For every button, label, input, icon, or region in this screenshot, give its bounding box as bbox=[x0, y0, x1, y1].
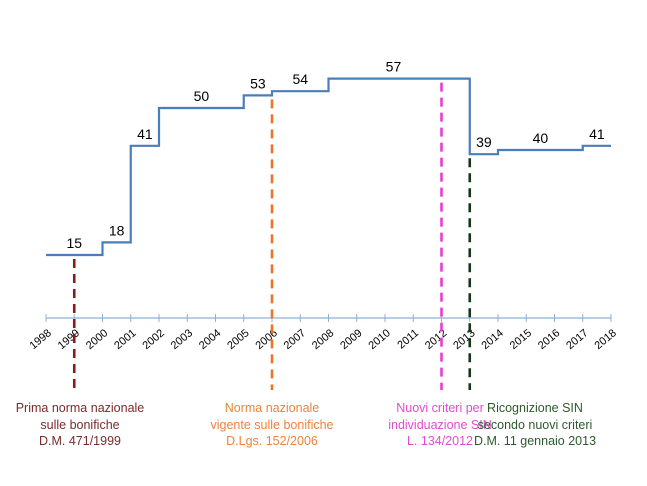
data-label: 57 bbox=[386, 59, 402, 75]
annotation-line-text: Nuovi criteri per bbox=[396, 401, 484, 415]
x-tick-label: 1999 bbox=[56, 327, 82, 352]
x-tick-label: 2000 bbox=[84, 327, 110, 352]
annotation-line-text: D.M. 471/1999 bbox=[39, 434, 121, 448]
data-label: 50 bbox=[194, 88, 210, 104]
annotation-line-text: vigente sulle bonifiche bbox=[210, 417, 334, 432]
x-tick-label: 2018 bbox=[592, 327, 618, 352]
series-line bbox=[46, 77, 611, 257]
x-tick-label: 2009 bbox=[338, 327, 364, 352]
annotation-line-text: individuazione SIN bbox=[388, 417, 492, 432]
annotation-line-text: sulle bonifiche bbox=[40, 417, 120, 432]
x-tick-label: 2016 bbox=[536, 327, 562, 352]
annotation-line-text: Ricognizione SIN bbox=[487, 401, 583, 415]
x-tick-label: 2001 bbox=[112, 327, 138, 352]
x-tick-label: 2007 bbox=[282, 327, 308, 352]
x-tick-label: 2011 bbox=[395, 327, 421, 351]
annotation-text-2006: Norma nazionale vigente sulle bonifiche D.… bbox=[187, 400, 357, 450]
annotation-line-text: D.Lgs. 152/2006 bbox=[226, 434, 318, 448]
x-tick-label: 2017 bbox=[564, 327, 590, 352]
x-tick-label: 2003 bbox=[169, 327, 195, 352]
x-tick-label: 2015 bbox=[508, 327, 534, 352]
x-tick-label: 2013 bbox=[451, 327, 477, 352]
annotation-line-text: Norma nazionale bbox=[224, 401, 320, 415]
x-tick-label: 2012 bbox=[423, 327, 449, 352]
data-label: 41 bbox=[589, 126, 605, 142]
annotation-line-text: Prima norma nazionale bbox=[15, 401, 145, 415]
data-label: 39 bbox=[476, 134, 492, 150]
data-label: 41 bbox=[137, 126, 153, 142]
data-label: 54 bbox=[292, 71, 308, 87]
x-tick-label: 2008 bbox=[310, 327, 336, 352]
annotation-line-text: D.M. 11 gennaio 2013 bbox=[473, 434, 597, 448]
data-label: 53 bbox=[250, 75, 266, 91]
x-tick-label: 2002 bbox=[140, 327, 166, 352]
annotation-line-text: secondo nuovi criteri bbox=[477, 417, 593, 432]
x-tick-label: 2004 bbox=[197, 327, 223, 352]
annotation-line-text: L. 134/2012 bbox=[406, 434, 474, 448]
x-tick-label: 2014 bbox=[479, 327, 505, 352]
x-tick-label: 2006 bbox=[253, 327, 279, 352]
annotation-text-2012: Nuovi criteri per individuazione SIN L. 13… bbox=[355, 400, 525, 450]
annotation-text-1999: Prima norma nazionale sulle bonifiche D.M.… bbox=[0, 400, 165, 450]
x-tick-label: 2005 bbox=[225, 327, 251, 352]
annotation-text-2013: Ricognizione SIN secondo nuovi criteri D.M… bbox=[450, 400, 620, 450]
x-tick-label: 1998 bbox=[27, 327, 53, 352]
data-label: 15 bbox=[66, 235, 82, 251]
data-label: 40 bbox=[533, 130, 549, 146]
data-label: 18 bbox=[109, 222, 125, 238]
x-tick-label: 2010 bbox=[366, 327, 392, 352]
